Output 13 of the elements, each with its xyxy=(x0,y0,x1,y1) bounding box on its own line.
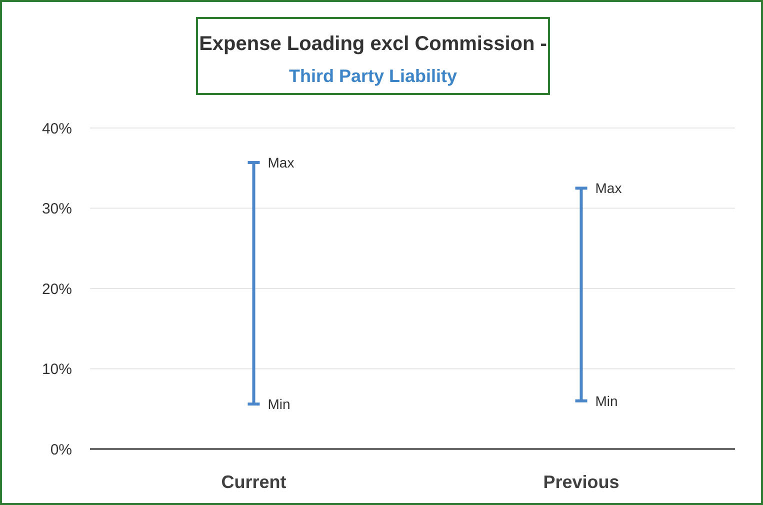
chart-title: Expense Loading excl Commission - xyxy=(199,33,547,55)
y-tick-label: 20% xyxy=(42,280,72,298)
annotation: Max xyxy=(268,154,294,170)
y-tick-label: 0% xyxy=(50,441,72,458)
chart-subtitle: Third Party Liability xyxy=(288,66,458,86)
y-tick-label: 10% xyxy=(42,361,72,378)
x-tick-label: Previous xyxy=(543,472,620,492)
y-tick-label: 40% xyxy=(42,120,72,138)
annotation: Max xyxy=(595,180,622,196)
y-tick-label: 30% xyxy=(42,200,72,218)
x-tick-label: Current xyxy=(221,472,286,492)
annotation: Min xyxy=(595,392,618,409)
annotation: Min xyxy=(268,396,290,412)
